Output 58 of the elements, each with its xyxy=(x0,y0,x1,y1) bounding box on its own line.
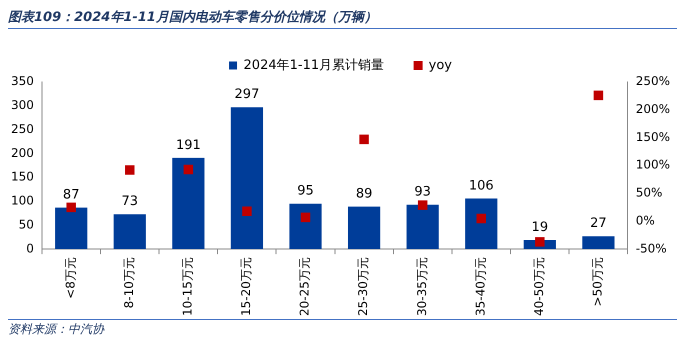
data-label: 95 xyxy=(297,184,314,199)
x-tick-label: 35-40万元 xyxy=(473,257,488,316)
x-tick-label: 8-10万元 xyxy=(122,257,136,308)
bar xyxy=(406,204,439,250)
point xyxy=(535,237,545,247)
bar xyxy=(465,198,498,250)
data-label: 106 xyxy=(468,178,494,194)
data-label: 87 xyxy=(62,187,80,202)
y-tick-label: 100 xyxy=(11,194,34,208)
point xyxy=(359,134,369,144)
data-label: 19 xyxy=(532,220,548,235)
bar xyxy=(55,208,88,250)
x-tick-label: >50万元 xyxy=(590,257,605,306)
legend-label: yoy xyxy=(428,58,452,73)
y2-tick-label: 200% xyxy=(636,102,670,116)
y-tick-label: 200 xyxy=(11,146,34,160)
bar xyxy=(582,236,615,250)
y2-tick-label: 250% xyxy=(636,74,670,88)
point xyxy=(242,206,252,216)
bar xyxy=(172,158,204,250)
bar xyxy=(114,214,146,250)
text: 资料来源：中汽协 xyxy=(8,322,104,336)
point xyxy=(184,164,194,174)
bar xyxy=(230,107,264,250)
point xyxy=(125,165,135,175)
x-tick-label: 20-25万元 xyxy=(298,257,312,316)
y2-tick-label: 50% xyxy=(636,186,662,200)
x-tick-label: 30-35万元 xyxy=(414,257,429,316)
point xyxy=(594,90,604,100)
y2-tick-label: -50% xyxy=(636,241,667,256)
y2-tick-label: 100% xyxy=(636,158,670,172)
point xyxy=(300,212,310,222)
data-label: 89 xyxy=(356,186,372,202)
y-tick-label: 350 xyxy=(11,74,34,88)
y2-tick-label: 0% xyxy=(636,213,655,228)
bar xyxy=(289,204,322,250)
y-tick-label: 150 xyxy=(11,170,34,184)
x-tick-label: <8万元 xyxy=(63,257,78,299)
data-label: 27 xyxy=(590,216,607,232)
legend-label: 2024年1-11月累计销量 xyxy=(244,58,384,73)
y-tick-label: 0 xyxy=(26,241,34,256)
data-label: 297 xyxy=(234,87,260,102)
y2-tick-label: 150% xyxy=(636,130,670,144)
data-label: 73 xyxy=(122,194,138,210)
data-label: 93 xyxy=(414,184,431,200)
point xyxy=(66,202,76,212)
y-tick-label: 250 xyxy=(11,122,34,136)
y-tick-label: 50 xyxy=(18,217,34,232)
y-tick-label: 300 xyxy=(11,98,34,112)
x-tick-label: 25-30万元 xyxy=(356,257,370,316)
point xyxy=(418,200,428,210)
point xyxy=(476,214,486,224)
data-label: 191 xyxy=(176,138,201,153)
x-tick-label: 15-20万元 xyxy=(239,257,254,316)
chart-title: 图表109：2024年1-11月国内电动车零售分价位情况（万辆） xyxy=(8,8,677,29)
x-tick-label: 40-50万元 xyxy=(532,257,546,316)
bar xyxy=(348,206,380,250)
x-tick-label: 10-15万元 xyxy=(180,257,194,316)
